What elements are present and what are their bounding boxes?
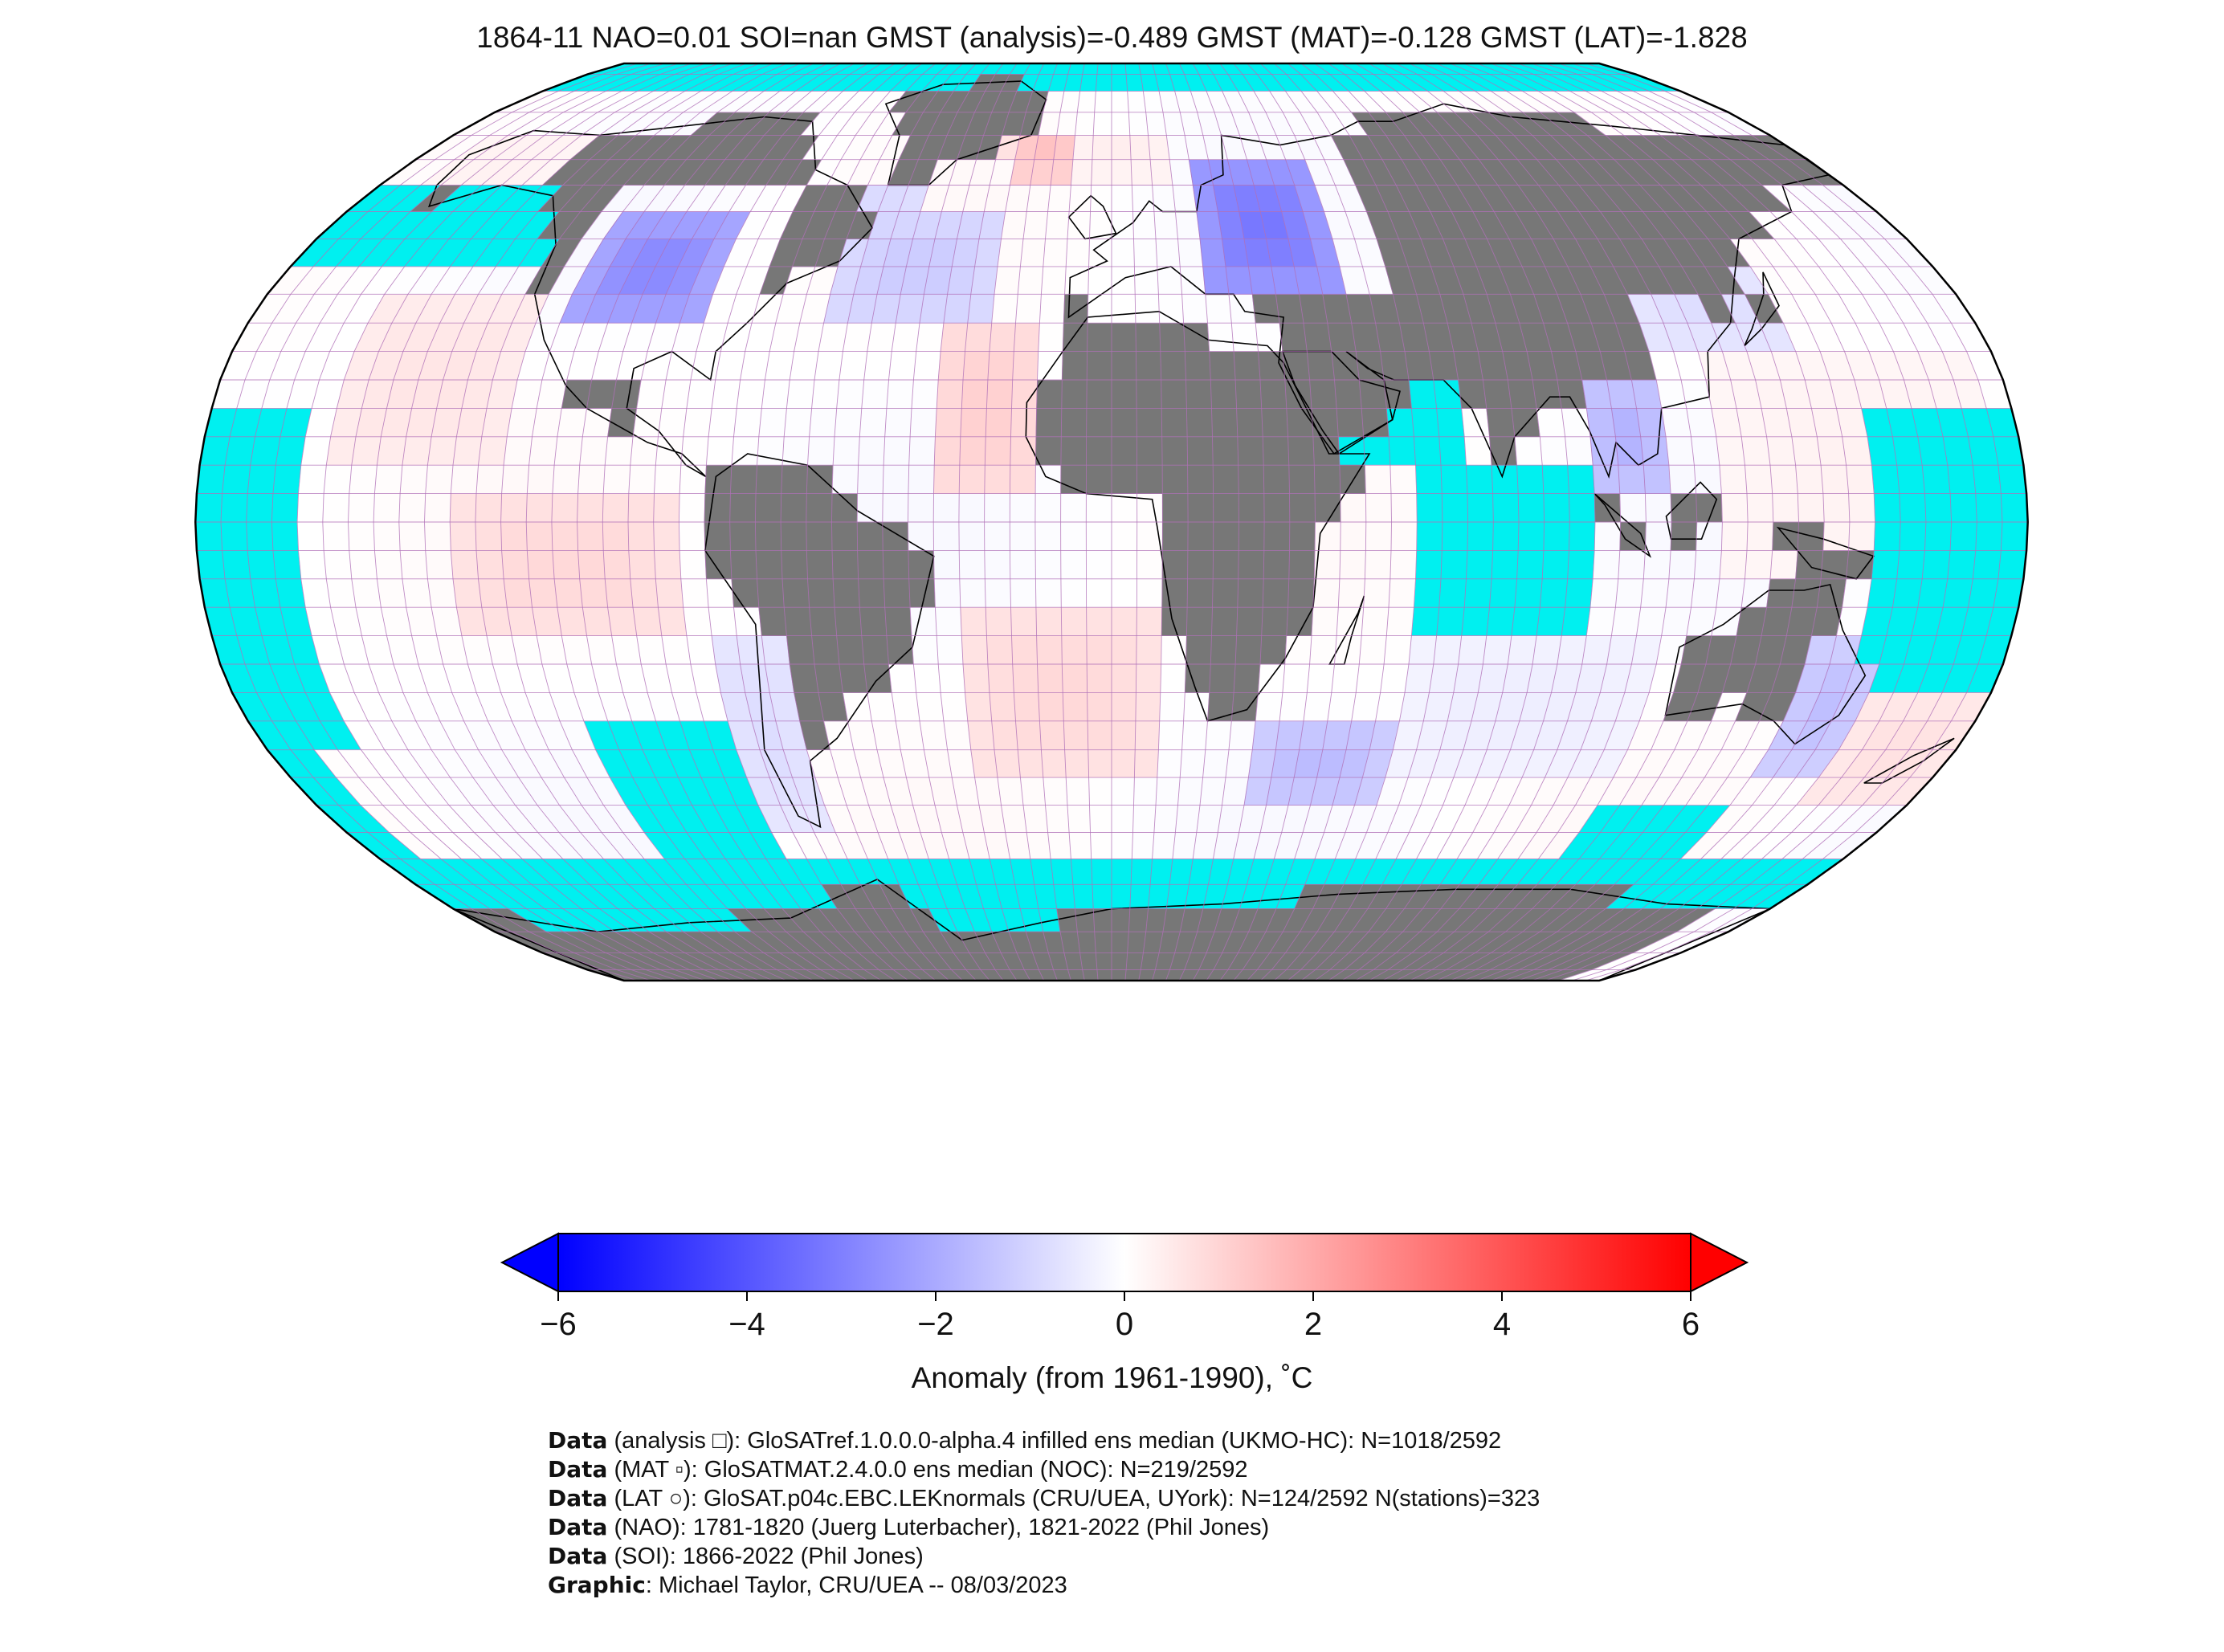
credit-text: : Michael Taylor, CRU/UEA -- 08/03/2023 [645, 1572, 1067, 1598]
credit-line: Data (LAT ○): GloSAT.p04c.EBC.LEKnormals… [548, 1484, 1540, 1513]
colorbar-gradient [557, 1233, 1691, 1292]
credit-text: (SOI): 1866-2022 (Phil Jones) [607, 1544, 924, 1569]
colorbar-tick-label: 4 [1493, 1307, 1511, 1342]
data-credits: Data (analysis □): GloSATref.1.0.0.0-alp… [548, 1426, 1540, 1600]
credit-line: Data (MAT ▫): GloSATMAT.2.4.0.0 ens medi… [548, 1455, 1540, 1484]
colorbar-tick-label: −4 [728, 1307, 765, 1342]
credit-label: Data [548, 1427, 608, 1454]
credit-text: (NAO): 1781-1820 (Juerg Luterbacher), 18… [607, 1515, 1270, 1540]
colorbar-tick-label: 6 [1682, 1307, 1700, 1342]
colorbar-ticks: −6 −4 −2 0 2 4 6 [540, 1291, 1700, 1342]
credit-label: Data [548, 1485, 608, 1511]
colorbar: −6 −4 −2 0 2 4 6 [500, 1232, 1749, 1342]
figure-title: 1864-11 NAO=0.01 SOI=nan GMST (analysis)… [476, 21, 1748, 54]
credit-line: Data (SOI): 1866-2022 (Phil Jones) [548, 1542, 1540, 1571]
colorbar-tick-label: −6 [540, 1307, 577, 1342]
colorbar-extend-low [500, 1232, 559, 1293]
credit-text: (analysis □): GloSATref.1.0.0.0-alpha.4 … [607, 1428, 1502, 1454]
credit-label: Data [548, 1543, 608, 1569]
credit-text: (LAT ○): GloSAT.p04c.EBC.LEKnormals (CRU… [607, 1486, 1540, 1511]
credit-label: Data [548, 1456, 608, 1483]
colorbar-extend-high [1690, 1232, 1749, 1293]
colorbar-tick-label: 0 [1116, 1307, 1133, 1342]
credit-line: Graphic: Michael Taylor, CRU/UEA -- 08/0… [548, 1571, 1540, 1600]
colorbar-tick-label: 2 [1304, 1307, 1322, 1342]
credit-label: Data [548, 1514, 608, 1540]
credit-line: Data (NAO): 1781-1820 (Juerg Luterbacher… [548, 1513, 1540, 1542]
credit-label: Graphic [548, 1572, 646, 1598]
credit-line: Data (analysis □): GloSATref.1.0.0.0-alp… [548, 1426, 1540, 1455]
colorbar-tick-label: −2 [917, 1307, 954, 1342]
credit-text: (MAT ▫): GloSATMAT.2.4.0.0 ens median (N… [607, 1457, 1248, 1483]
colorbar-label: Anomaly (from 1961-1990), ˚C [911, 1361, 1313, 1394]
world-anomaly-map [194, 62, 2029, 982]
